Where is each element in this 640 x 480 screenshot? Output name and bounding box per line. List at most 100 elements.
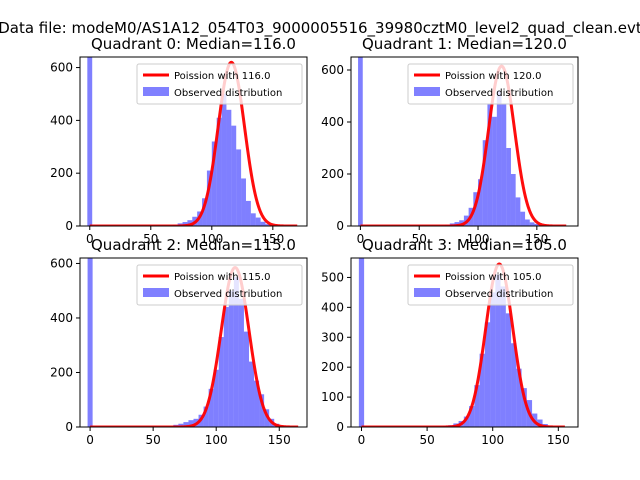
histogram-bar xyxy=(182,222,188,226)
poisson-curve-line xyxy=(89,266,300,427)
histogram-bar xyxy=(454,222,460,226)
histogram-bar xyxy=(500,286,506,427)
histogram-bar xyxy=(241,178,246,226)
legend-label-observed: Observed distribution xyxy=(174,88,282,99)
plot-area xyxy=(358,57,568,226)
axes-frame xyxy=(79,257,308,428)
x-tick-label: 100 xyxy=(205,433,228,447)
x-tick-label: 100 xyxy=(481,433,504,447)
x-tick-label: 0 xyxy=(358,433,366,447)
x-tick-label: 50 xyxy=(412,232,427,246)
histogram-bar xyxy=(248,361,255,427)
y-tick-label: 400 xyxy=(321,300,344,314)
y-tick-label: 600 xyxy=(321,63,344,77)
subplot-title: Quadrant 0: Median=116.0 xyxy=(91,35,296,53)
histogram-bar xyxy=(231,125,237,226)
histogram-bar xyxy=(228,290,234,427)
x-tick-label: 100 xyxy=(467,232,490,246)
plot-area xyxy=(87,57,299,226)
legend-label-poisson: Poission with 116.0 xyxy=(174,71,270,82)
histogram-bar xyxy=(213,369,219,427)
y-tick-label: 600 xyxy=(50,61,73,75)
histogram-bar xyxy=(505,313,512,427)
legend-label-poisson: Poission with 105.0 xyxy=(445,272,541,283)
histogram-bar xyxy=(218,337,224,427)
x-tick-label: 0 xyxy=(357,232,365,246)
legend-label-observed: Observed distribution xyxy=(174,289,282,300)
legend-swatch-patch xyxy=(414,87,440,96)
histogram-bar xyxy=(216,117,222,226)
histogram-bar xyxy=(238,298,244,427)
histogram-bar xyxy=(236,149,242,226)
histogram-bar xyxy=(495,274,501,427)
histogram-bar xyxy=(221,93,227,226)
y-tick-label: 0 xyxy=(336,420,344,434)
histogram-bar xyxy=(496,90,502,226)
histogram-bar xyxy=(259,394,265,427)
x-tick-label: 0 xyxy=(86,232,94,246)
axes-frame xyxy=(79,56,308,227)
x-tick-label: 100 xyxy=(200,232,223,246)
histogram-bar xyxy=(479,353,485,427)
histogram-bar xyxy=(358,258,365,427)
plot-area xyxy=(358,258,566,427)
subplot-quadrant-1: Quadrant 1: Median=120.0 0 50 100 150 0 200 400… xyxy=(321,35,579,246)
histogram-bar xyxy=(87,258,93,427)
legend-label-observed: Observed distribution xyxy=(445,88,553,99)
histogram-bar xyxy=(516,368,522,427)
histogram-bar xyxy=(211,141,217,226)
histogram-bar xyxy=(233,277,239,427)
y-tick-label: 400 xyxy=(50,113,73,127)
plot-area xyxy=(87,258,300,427)
figure-suptitle: Data file: modeM0/AS1A12_054T03_90000055… xyxy=(0,19,640,38)
histogram-bar xyxy=(525,219,530,226)
histogram-bar xyxy=(469,406,475,427)
legend-box xyxy=(136,264,303,306)
x-tick-label: 0 xyxy=(86,433,94,447)
y-tick-label: 400 xyxy=(50,311,73,325)
histogram-bar xyxy=(511,343,517,427)
subplot-title: Quadrant 2: Median=115.0 xyxy=(91,236,296,254)
y-tick-label: 500 xyxy=(321,270,344,284)
legend-swatch-patch xyxy=(414,288,440,297)
histogram-bar xyxy=(482,140,488,226)
histogram-bar xyxy=(510,174,516,226)
histogram-bar xyxy=(208,388,214,427)
y-tick-label: 0 xyxy=(65,420,73,434)
x-tick-label: 150 xyxy=(547,433,570,447)
x-tick-label: 150 xyxy=(261,232,284,246)
histogram-bar xyxy=(243,331,249,427)
histogram-bar xyxy=(260,221,266,226)
histogram-bar xyxy=(521,388,527,427)
histogram-bar xyxy=(254,380,260,427)
histogram-bar xyxy=(520,211,526,226)
histogram-bar xyxy=(474,385,480,427)
y-tick-label: 0 xyxy=(336,219,344,233)
histogram-bar xyxy=(206,170,212,226)
subplot-title: Quadrant 3: Median=105.0 xyxy=(362,236,567,254)
y-tick-label: 300 xyxy=(321,330,344,344)
legend-label-poisson: Poission with 120.0 xyxy=(445,71,541,82)
axes-frame xyxy=(350,56,579,227)
legend-box xyxy=(407,63,574,105)
x-tick-label: 150 xyxy=(268,433,291,447)
histogram-bar xyxy=(187,220,193,226)
y-tick-label: 400 xyxy=(321,115,344,129)
histogram-bar xyxy=(529,222,535,226)
y-tick-label: 200 xyxy=(50,166,73,180)
histogram-bar xyxy=(183,422,189,427)
legend-label-poisson: Poission with 115.0 xyxy=(174,272,270,283)
histogram-bar xyxy=(203,406,209,427)
histogram-bar xyxy=(463,416,470,427)
histogram-bar xyxy=(188,420,194,427)
y-tick-label: 100 xyxy=(321,390,344,404)
y-tick-label: 600 xyxy=(50,256,73,270)
subplot-quadrant-0: Quadrant 0: Median=116.0 0 50 100 150 0 200 400… xyxy=(50,35,308,246)
histogram-bar xyxy=(534,223,540,226)
x-tick-label: 150 xyxy=(525,232,548,246)
poisson-curve-line xyxy=(359,64,568,226)
legend-swatch-patch xyxy=(143,87,169,96)
histogram-bar xyxy=(223,307,229,427)
poisson-curve-line xyxy=(360,262,566,427)
